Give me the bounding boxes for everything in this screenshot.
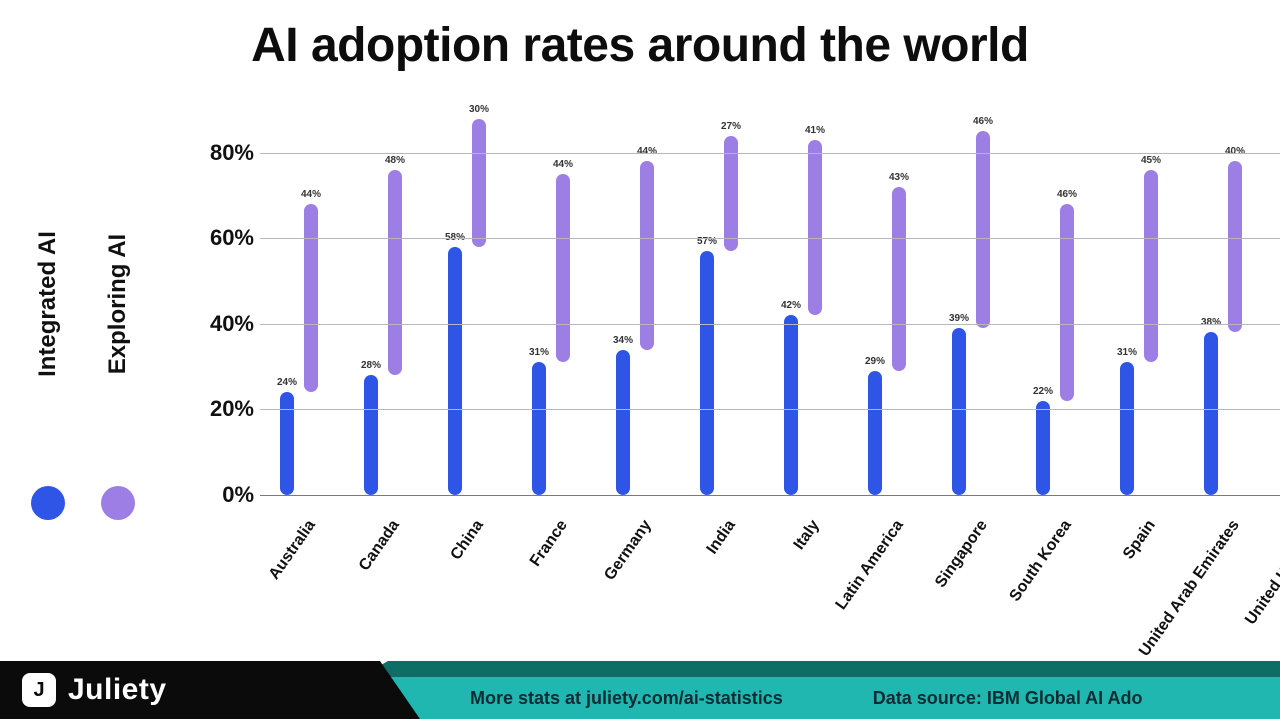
bar-value-label: 44%	[543, 159, 583, 170]
gridline	[260, 495, 1280, 496]
bar-value-label: 43%	[879, 172, 919, 183]
bar-value-label: 45%	[1131, 155, 1171, 166]
legend-label-integrated: Integrated AI	[34, 231, 62, 377]
bar-integrated	[616, 350, 630, 495]
country-group: 42%41%	[784, 110, 822, 495]
bar-integrated	[364, 375, 378, 495]
x-tick-label: United Arab Emirates	[1136, 517, 1244, 660]
bar-integrated	[1036, 401, 1050, 495]
country-group: 58%30%	[448, 110, 486, 495]
bar-value-label: 27%	[711, 121, 751, 132]
x-tick-label: India	[704, 517, 740, 558]
bar-exploring	[472, 119, 486, 247]
bar-value-label: 46%	[963, 116, 1003, 127]
footer-accent-stripe	[360, 661, 1280, 677]
country-group: 38%40%	[1204, 110, 1242, 495]
bar-value-label: 26%	[1275, 369, 1280, 380]
x-tick-label: Australia	[266, 517, 320, 583]
country-group: 34%44%	[616, 110, 654, 495]
bar-value-label: 28%	[351, 360, 391, 371]
bar-value-label: 44%	[291, 189, 331, 200]
x-tick-label: France	[527, 517, 572, 570]
bar-exploring	[1144, 170, 1158, 363]
bar-exploring	[892, 187, 906, 371]
x-tick-label: Italy	[791, 517, 824, 554]
gridline	[260, 409, 1280, 410]
bar-value-label: 34%	[603, 335, 643, 346]
bar-value-label: 22%	[1023, 386, 1063, 397]
bar-exploring	[640, 161, 654, 349]
bar-integrated	[700, 251, 714, 495]
bar-value-label: 41%	[795, 125, 835, 136]
x-tick-label: South Korea	[1006, 517, 1075, 605]
x-tick-label: Canada	[356, 517, 404, 575]
legend-dot-integrated	[31, 486, 65, 520]
x-tick-label: Germany	[601, 517, 656, 584]
bar-integrated	[952, 328, 966, 495]
bar-integrated	[784, 315, 798, 495]
bar-integrated	[868, 371, 882, 495]
bar-value-label: 29%	[855, 356, 895, 367]
bar-integrated	[1204, 332, 1218, 495]
bar-value-label: 42%	[771, 300, 811, 311]
bar-value-label: 39%	[939, 313, 979, 324]
footer-data-source: Data source: IBM Global AI Ado	[873, 688, 1143, 709]
bar-exploring	[976, 131, 990, 328]
gridline	[260, 153, 1280, 154]
legend-item-exploring: Exploring AI	[88, 160, 148, 520]
x-tick-label: Latin America	[833, 517, 908, 614]
country-group: 57%27%	[700, 110, 738, 495]
bar-value-label: 30%	[459, 104, 499, 115]
legend-label-exploring: Exploring AI	[104, 234, 132, 374]
bars-layer: 24%44%28%48%58%30%31%44%34%44%57%27%42%4…	[260, 110, 1280, 495]
y-tick-label: 20%	[204, 396, 254, 422]
y-tick-label: 40%	[204, 311, 254, 337]
bar-exploring	[1228, 161, 1242, 332]
chart-title: AI adoption rates around the world	[0, 18, 1280, 73]
x-tick-label: Spain	[1120, 517, 1160, 563]
country-group: 22%46%	[1036, 110, 1074, 495]
footer-more-stats: More stats at juliety.com/ai-statistics	[470, 688, 783, 709]
bar-exploring	[556, 174, 570, 362]
bar-exploring	[808, 140, 822, 315]
y-tick-label: 60%	[204, 225, 254, 251]
country-group: 29%43%	[868, 110, 906, 495]
footer: More stats at juliety.com/ai-statistics …	[0, 661, 1280, 719]
footer-brand-block: J Juliety	[0, 661, 380, 719]
gridline	[260, 238, 1280, 239]
country-group: 31%44%	[532, 110, 570, 495]
bar-value-label: 24%	[267, 377, 307, 388]
bar-integrated	[280, 392, 294, 495]
plot-area: 24%44%28%48%58%30%31%44%34%44%57%27%42%4…	[260, 110, 1280, 495]
legend: Integrated AI Exploring AI	[18, 160, 178, 520]
legend-dot-exploring	[101, 486, 135, 520]
bar-integrated	[1120, 362, 1134, 495]
x-axis-labels: Australia Canada China France Germany India It…	[260, 505, 1280, 655]
bar-exploring	[304, 204, 318, 392]
bar-exploring	[1060, 204, 1074, 401]
bar-value-label: 31%	[1107, 347, 1147, 358]
country-group: 39%46%	[952, 110, 990, 495]
gridline	[260, 324, 1280, 325]
legend-item-integrated: Integrated AI	[18, 160, 78, 520]
bar-exploring	[388, 170, 402, 375]
brand-name: Juliety	[68, 673, 167, 707]
country-group: 24%44%	[280, 110, 318, 495]
bar-integrated	[532, 362, 546, 495]
bar-value-label: 48%	[375, 155, 415, 166]
bar-integrated	[448, 247, 462, 495]
footer-teal-bar: More stats at juliety.com/ai-statistics …	[360, 677, 1280, 719]
bar-value-label: 46%	[1047, 189, 1087, 200]
y-tick-label: 0%	[204, 482, 254, 508]
country-group: 31%45%	[1120, 110, 1158, 495]
x-tick-label: United Kingdom	[1242, 517, 1280, 629]
x-tick-label: Singapore	[932, 517, 992, 591]
brand-badge-icon: J	[22, 673, 56, 707]
y-tick-label: 80%	[204, 140, 254, 166]
x-tick-label: China	[448, 517, 488, 564]
bar-value-label: 31%	[519, 347, 559, 358]
country-group: 28%48%	[364, 110, 402, 495]
